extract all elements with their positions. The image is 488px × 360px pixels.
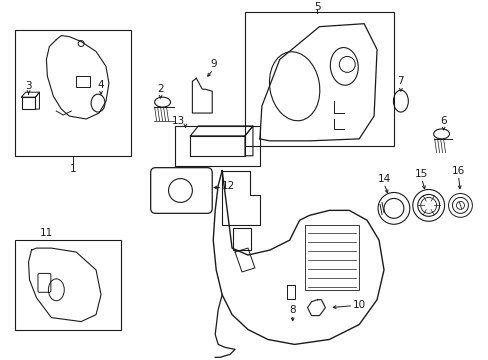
Text: 16: 16	[451, 166, 464, 176]
Text: 15: 15	[414, 168, 427, 179]
Text: 6: 6	[439, 116, 446, 126]
Bar	[175, 126, 259, 166]
Bar	[76, 76, 90, 87]
Bar	[304, 225, 359, 290]
Text: 1: 1	[70, 164, 77, 174]
Text: 13: 13	[171, 116, 185, 126]
Text: 5: 5	[313, 2, 320, 12]
Text: 2: 2	[157, 84, 163, 94]
Bar	[244, 12, 393, 146]
Text: 9: 9	[209, 59, 216, 69]
Text: 14: 14	[377, 174, 390, 184]
Text: 10: 10	[352, 300, 365, 310]
Bar	[15, 240, 121, 329]
Text: 8: 8	[289, 305, 295, 315]
Bar	[286, 285, 294, 299]
Text: 12: 12	[221, 180, 234, 190]
Text: 7: 7	[397, 76, 404, 86]
Bar	[15, 30, 131, 156]
Text: 11: 11	[40, 228, 53, 238]
Text: 4: 4	[98, 80, 104, 90]
Bar	[21, 97, 36, 109]
Bar	[233, 228, 250, 250]
Text: 3: 3	[25, 81, 32, 91]
